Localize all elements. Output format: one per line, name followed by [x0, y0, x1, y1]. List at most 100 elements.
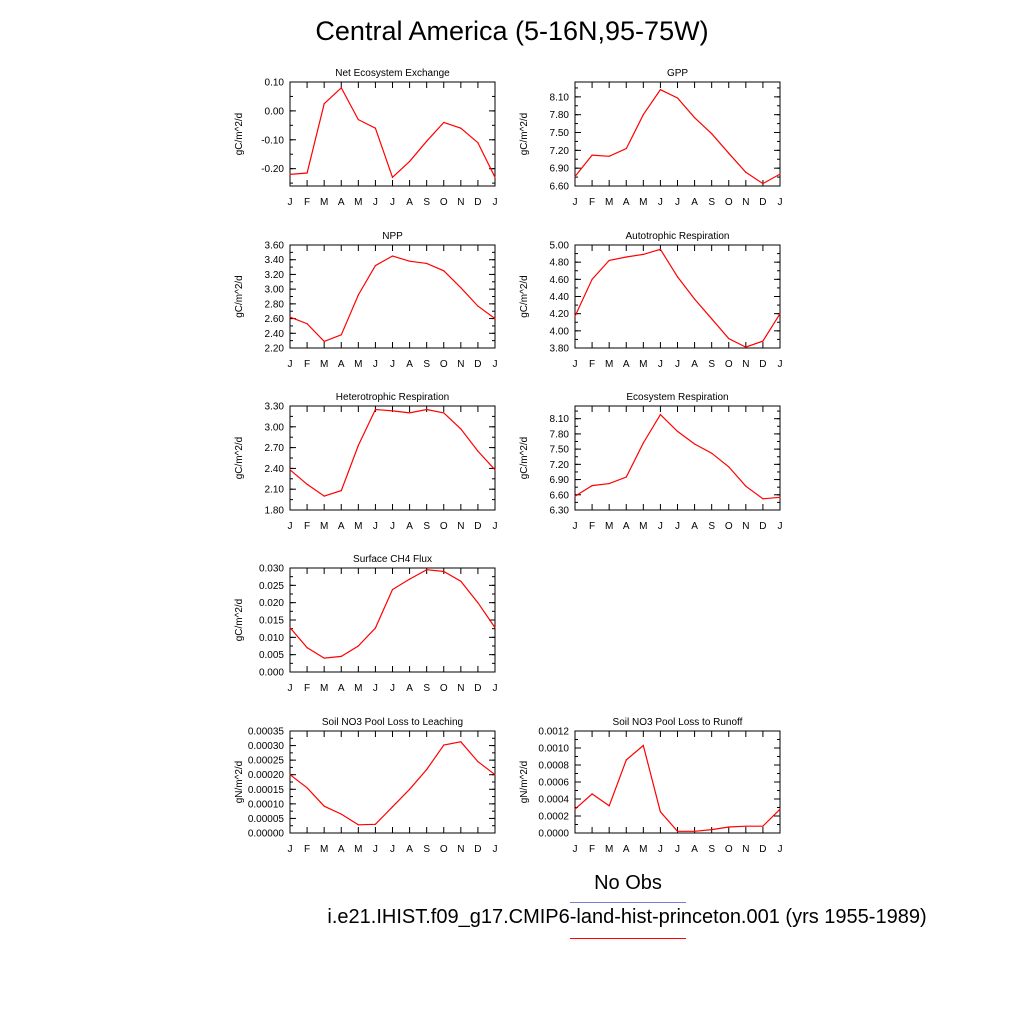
x-tick-label: D: [759, 844, 766, 855]
y-axis-label: gC/m^2/d: [234, 437, 245, 480]
data-point: [642, 253, 644, 256]
y-tick-label: 0.00030: [248, 741, 285, 752]
data-point: [659, 811, 662, 813]
y-tick-label: 1.80: [265, 506, 285, 517]
x-tick-label: A: [338, 683, 345, 694]
panel-frame: [289, 81, 496, 187]
y-tick-label: 6.30: [550, 506, 570, 517]
x-tick-label: A: [338, 197, 345, 208]
data-point: [591, 793, 593, 795]
y-tick-label: 0.00035: [248, 727, 285, 738]
y-tick-label: 4.80: [550, 258, 570, 269]
panel-title: Ecosystem Respiration: [626, 392, 728, 403]
data-point: [642, 442, 644, 444]
data-point: [443, 412, 445, 414]
x-tick-label: M: [354, 197, 362, 208]
x-tick-label: J: [288, 683, 293, 694]
data-point: [745, 171, 747, 173]
y-tick-label: -0.20: [261, 164, 284, 175]
y-tick-label: 6.60: [550, 490, 570, 501]
panel-1: Net Ecosystem Exchange gC/m^2/d 0.10 0.00 -0…: [234, 68, 498, 208]
series-line: [574, 744, 781, 832]
data-point: [608, 155, 610, 157]
data-point: [391, 176, 394, 178]
x-tick-label: M: [605, 197, 613, 208]
y-tick-label: 3.00: [265, 422, 285, 433]
data-point: [443, 121, 445, 124]
data-point: [745, 825, 747, 827]
data-point: [693, 830, 696, 832]
panel-frame: [574, 730, 781, 834]
x-tick-label: S: [423, 683, 430, 694]
x-tick-label: F: [304, 683, 310, 694]
panel-title: Net Ecosystem Exchange: [335, 68, 450, 79]
y-tick-label: 7.20: [550, 460, 570, 471]
data-point: [443, 570, 445, 573]
data-point: [306, 172, 308, 174]
y-axis-label: gC/m^2/d: [519, 275, 530, 318]
x-tick-label: S: [423, 521, 430, 532]
y-axis-label: gN/m^2/d: [234, 761, 245, 804]
x-tick-label: A: [623, 844, 630, 855]
x-tick-label: J: [288, 359, 293, 370]
data-point: [728, 466, 730, 468]
x-tick-label: F: [304, 359, 310, 370]
data-point: [477, 450, 479, 452]
data-point: [357, 118, 359, 121]
y-tick-label: 3.80: [550, 344, 570, 355]
x-tick-label: S: [708, 844, 715, 855]
data-point: [494, 469, 496, 471]
x-tick-label: J: [658, 521, 663, 532]
x-tick-label: A: [338, 521, 345, 532]
data-point: [762, 498, 764, 500]
y-tick-label: 8.10: [550, 414, 570, 425]
legend-line-run: [570, 938, 686, 939]
data-point: [374, 823, 377, 825]
data-point: [374, 408, 377, 411]
data-point: [460, 741, 462, 743]
data-point: [391, 255, 394, 257]
x-tick-label: O: [725, 197, 733, 208]
data-point: [357, 645, 359, 647]
y-tick-label: 0.030: [259, 564, 284, 575]
x-tick-label: F: [589, 359, 595, 370]
x-tick-label: D: [474, 844, 481, 855]
y-tick-label: 7.80: [550, 110, 570, 121]
panel-frame: [574, 244, 781, 349]
x-tick-label: J: [390, 359, 395, 370]
data-point: [460, 580, 462, 582]
series-line: [289, 569, 496, 659]
x-tick-label: A: [691, 844, 698, 855]
panel-title: Surface CH4 Flux: [353, 554, 432, 565]
data-point: [574, 808, 576, 810]
data-point: [306, 483, 308, 485]
y-tick-label: 6.60: [550, 182, 570, 193]
data-point: [323, 495, 325, 497]
x-tick-label: J: [778, 521, 783, 532]
data-point: [289, 774, 291, 776]
panel-3: NPP gC/m^2/d 3.60 3.40 3.20 3.00 2.80 2.60 2.40 2…: [234, 231, 498, 370]
data-point: [762, 825, 764, 827]
series-line: [574, 248, 781, 348]
data-point: [711, 133, 713, 135]
x-tick-label: N: [742, 521, 749, 532]
data-point: [728, 337, 730, 340]
x-tick-label: J: [390, 521, 395, 532]
data-point: [608, 259, 610, 262]
x-tick-label: N: [457, 359, 464, 370]
data-point: [608, 805, 610, 807]
panel-title: GPP: [667, 68, 688, 79]
data-point: [693, 298, 696, 300]
data-point: [289, 469, 291, 471]
y-tick-label: 0.00010: [248, 799, 285, 810]
x-tick-label: M: [354, 844, 362, 855]
data-point: [374, 265, 377, 267]
series-line: [574, 413, 781, 500]
x-tick-label: F: [589, 197, 595, 208]
data-point: [745, 346, 747, 348]
x-tick-label: F: [304, 844, 310, 855]
y-tick-label: 0.00020: [248, 770, 285, 781]
data-point: [693, 443, 696, 445]
y-tick-label: 2.80: [265, 299, 285, 310]
data-point: [642, 744, 644, 747]
